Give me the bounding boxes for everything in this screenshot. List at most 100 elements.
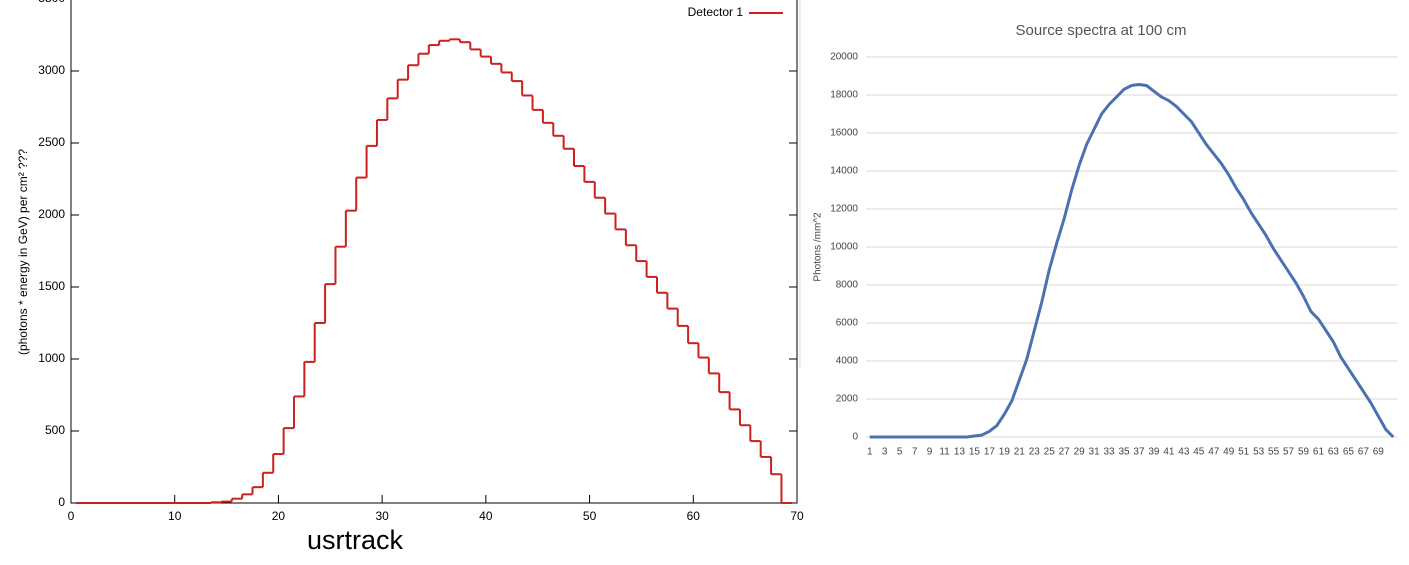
histogram-bar [543,123,553,503]
histogram-bar [481,57,491,503]
x-tick-label: 5 [897,447,903,458]
x-tick-label: 31 [1089,447,1101,458]
y-tick-label: 1500 [38,279,65,293]
histogram-bar [439,41,449,503]
y-axis-label: (photons * energy in GeV) per cm² ??? [16,149,30,355]
x-tick-label: 59 [1298,447,1310,458]
x-tick-label: 37 [1133,447,1145,458]
histogram-bar [356,178,366,503]
x-tick-label: 21 [1014,447,1026,458]
histogram-bar [657,293,667,503]
x-tick-label: 51 [1238,447,1250,458]
histogram-bar [512,81,522,503]
x-tick-label: 61 [1313,447,1325,458]
y-tick-label: 10000 [830,242,858,253]
y-tick-label: 500 [45,423,65,437]
x-tick-label: 17 [984,447,996,458]
x-tick-label: 3 [882,447,888,458]
histogram-bar [304,362,314,503]
y-tick-label: 0 [852,432,858,443]
histogram-bar [253,487,263,503]
histogram-bar [242,494,252,503]
histogram-bar [408,65,418,503]
histogram-bar [553,136,563,503]
histogram-bar [273,454,283,503]
histogram-bar [398,80,408,503]
histogram-bar [418,54,428,503]
chart-title: Source spectra at 100 cm [1016,22,1187,39]
histogram-bar [501,72,511,503]
histogram-bar [771,474,781,503]
histogram-bar [595,198,605,503]
x-tick-label: 70 [790,509,804,523]
y-tick-label: 16000 [830,128,858,139]
y-tick-label: 18000 [830,90,858,101]
x-tick-label: 25 [1044,447,1056,458]
x-tick-label: 30 [375,509,389,523]
histogram-bar [387,98,397,503]
histogram-bar [335,247,345,503]
x-tick-label: 39 [1148,447,1160,458]
x-tick-label: 40 [479,509,493,523]
histogram-bar [367,146,377,503]
x-tick-label: 63 [1328,447,1340,458]
x-tick-label: 43 [1178,447,1190,458]
x-tick-label: 45 [1193,447,1205,458]
histogram-bar [605,214,615,503]
histogram-bar [667,309,677,503]
histogram-bar [450,39,460,503]
x-tick-label: 10 [168,509,182,523]
histogram-bar [315,323,325,503]
y-tick-label: 3500 [38,0,65,5]
plot-frame [70,0,798,504]
legend-label: Detector 1 [688,5,744,19]
histogram-bar [688,343,698,503]
histogram-bar [626,245,636,503]
x-tick-label: 13 [954,447,966,458]
histogram-bar [522,95,532,503]
x-tick-label: 41 [1163,447,1175,458]
x-tick-label: 35 [1118,447,1130,458]
x-tick-label: 0 [68,509,75,523]
y-tick-label: 6000 [836,318,859,329]
histogram-bar [647,277,657,503]
histogram-bar [377,120,387,503]
histogram-bar [491,64,501,503]
y-tick-label: 20000 [830,52,858,63]
histogram-bar [533,110,543,503]
x-tick-label: 11 [939,447,950,458]
x-tick-label: 69 [1373,447,1385,458]
histogram-bar [584,182,594,503]
x-tick-label: 20 [272,509,286,523]
histogram-bar [698,358,708,503]
x-tick-label: 15 [969,447,981,458]
x-tick-label: 50 [583,509,597,523]
y-tick-label: 14000 [830,166,858,177]
histogram-bar [574,166,584,503]
x-tick-label: 19 [999,447,1011,458]
histogram-bar [346,211,356,503]
x-tick-label: 67 [1358,447,1370,458]
histogram-bar [750,441,760,503]
y-axis-label: Photons /mm^2 [813,212,824,282]
histogram-bar [284,428,294,503]
x-axis-label: usrtrack [307,525,404,555]
y-tick-label: 4000 [836,356,859,367]
histogram-bar [730,409,740,503]
y-tick-label: 0 [58,495,65,509]
data-line [869,83,1395,439]
histogram-bar [761,457,771,503]
y-tick-label: 3000 [38,63,65,77]
x-tick-label: 60 [687,509,701,523]
histogram-bar [740,425,750,503]
x-tick-label: 53 [1253,447,1265,458]
y-tick-label: 2000 [38,207,65,221]
y-tick-label: 1000 [38,351,65,365]
x-tick-label: 57 [1283,447,1295,458]
x-tick-label: 7 [912,447,918,458]
histogram-bar [636,261,646,503]
histogram-bar [616,229,626,503]
y-tick-label: 8000 [836,280,859,291]
